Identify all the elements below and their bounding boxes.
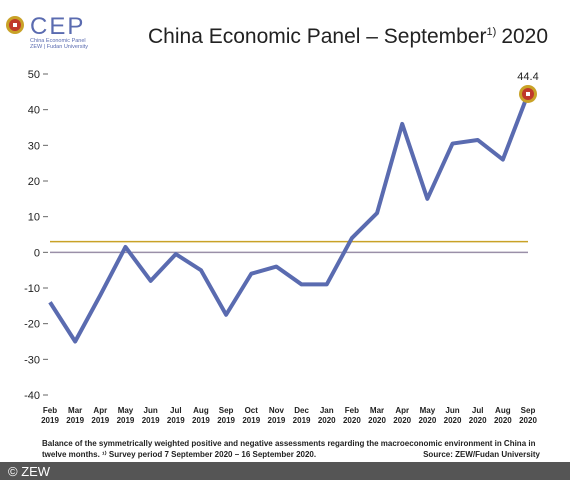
x-tick-label: Mar 2020 [368, 406, 386, 425]
x-tick-part: Oct [245, 406, 259, 415]
x-tick-part: 2020 [343, 416, 361, 425]
x-tick-label: Apr 2020 [393, 406, 411, 425]
x-tick-part: 2020 [318, 416, 336, 425]
x-tick-label: Feb 2020 [343, 406, 361, 425]
x-tick-part: 2019 [91, 416, 109, 425]
x-tick-part: 2020 [393, 416, 411, 425]
footnote: twelve months. ¹⁾ Survey period 7 Septem… [42, 450, 316, 459]
x-tick-part: 2019 [217, 416, 235, 425]
x-tick-label: Feb 2019 [41, 406, 59, 425]
x-tick-label: Nov 2019 [268, 406, 286, 425]
x-tick-part: Dec [294, 406, 309, 415]
x-tick-part: Apr [93, 406, 107, 415]
x-tick-label: May 2019 [117, 406, 135, 425]
x-tick-label: Dec 2019 [293, 406, 311, 425]
x-tick-part: Feb [43, 406, 57, 415]
logo-center [13, 23, 17, 27]
title-main: China Economic Panel – September [148, 25, 487, 48]
chart-title: China Economic Panel – September1) 2020 [148, 25, 548, 48]
x-tick-part: Sep [521, 406, 536, 415]
x-tick-label: Aug 2019 [192, 406, 210, 425]
end-marker-center [526, 91, 530, 96]
x-tick-label: Sep 2020 [519, 406, 537, 425]
x-tick-label: Jan 2020 [318, 406, 336, 425]
x-tick-part: May [118, 406, 134, 415]
x-tick-part: Mar [68, 406, 82, 415]
y-tick-label: -20 [24, 319, 40, 331]
logo-line: ZEW | Fudan University [30, 44, 88, 50]
x-tick-label: Jul 2019 [167, 406, 185, 425]
x-tick-part: Sep [219, 406, 234, 415]
title-year: 2020 [501, 25, 548, 48]
y-tick-label: 10 [28, 212, 40, 224]
x-tick-label: Oct 2019 [242, 406, 260, 425]
x-tick-part: 2020 [368, 416, 386, 425]
source: Source: ZEW/Fudan University [423, 450, 540, 459]
y-tick-label: 0 [34, 247, 40, 259]
y-tick-label: -10 [24, 283, 40, 295]
x-tick-label: Jul 2020 [469, 406, 487, 425]
data-label: 44.4 [517, 71, 538, 83]
y-tick-label: 30 [28, 140, 40, 152]
x-tick-part: Feb [345, 406, 359, 415]
y-tick-label: 50 [28, 69, 40, 81]
x-tick-part: Aug [193, 406, 209, 415]
x-tick-part: Aug [495, 406, 511, 415]
x-tick-part: 2019 [167, 416, 185, 425]
x-tick-part: 2020 [519, 416, 537, 425]
x-tick-label: Sep 2019 [217, 406, 235, 425]
x-tick-label: Aug 2020 [494, 406, 512, 425]
x-tick-part: May [420, 406, 436, 415]
footer-bar [0, 462, 570, 480]
x-tick-part: Jan [320, 406, 334, 415]
logo-text: CEP [30, 13, 85, 40]
x-tick-label: Mar 2019 [66, 406, 84, 425]
y-tick-label: 40 [28, 105, 40, 117]
x-tick-part: 2019 [242, 416, 260, 425]
x-tick-part: 2020 [418, 416, 436, 425]
title-note: 1) [487, 26, 497, 38]
x-tick-part: 2019 [117, 416, 135, 425]
x-tick-part: Jul [170, 406, 182, 415]
x-tick-part: Jun [445, 406, 459, 415]
x-tick-part: 2020 [444, 416, 462, 425]
x-tick-part: Mar [370, 406, 384, 415]
x-tick-label: Apr 2019 [91, 406, 109, 425]
x-tick-part: 2019 [293, 416, 311, 425]
logo-line: China Economic Panel [30, 38, 86, 44]
x-tick-part: 2019 [192, 416, 210, 425]
x-tick-part: Nov [269, 406, 285, 415]
x-tick-part: 2019 [268, 416, 286, 425]
x-tick-part: 2020 [469, 416, 487, 425]
x-tick-part: 2020 [494, 416, 512, 425]
x-tick-part: Jul [472, 406, 484, 415]
x-tick-label: Jun 2019 [142, 406, 160, 425]
x-tick-part: Jun [144, 406, 158, 415]
y-tick-label: -30 [24, 354, 40, 366]
y-tick-label: -40 [24, 390, 40, 402]
y-tick-label: 20 [28, 176, 40, 188]
copyright: © ZEW [8, 464, 51, 479]
line [48, 93, 530, 344]
footnote: Balance of the symmetrically weighted po… [42, 439, 536, 448]
x-tick-part: 2019 [41, 416, 59, 425]
x-tick-part: Apr [395, 406, 409, 415]
x-tick-part: 2019 [142, 416, 160, 425]
x-tick-label: May 2020 [418, 406, 436, 425]
x-tick-label: Jun 2020 [444, 406, 462, 425]
x-tick-part: 2019 [66, 416, 84, 425]
